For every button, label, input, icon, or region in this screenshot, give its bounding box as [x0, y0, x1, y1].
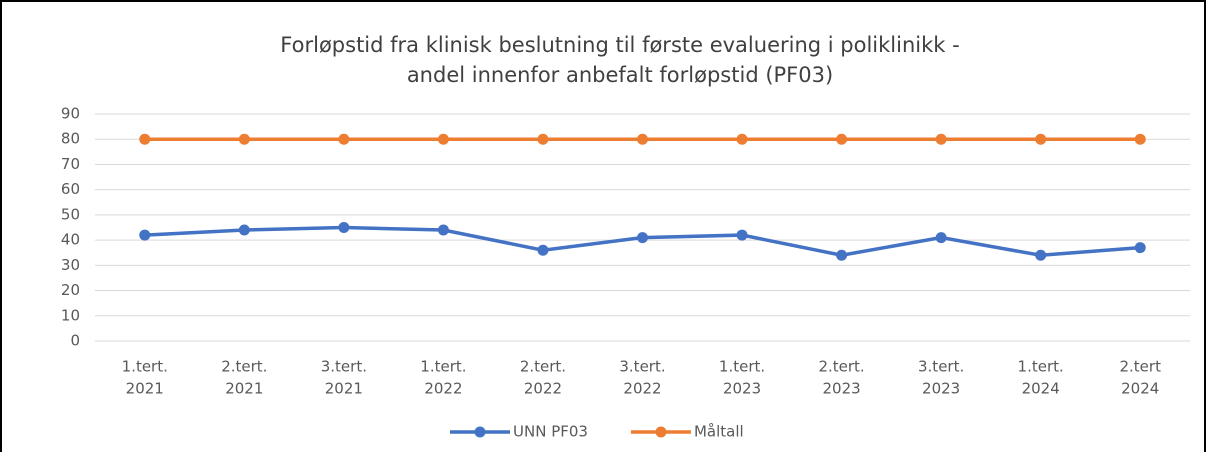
point	[139, 229, 151, 241]
x-tick-label: 2.tert.	[818, 358, 864, 376]
point	[338, 133, 350, 145]
point	[537, 244, 549, 256]
x-tick-label: 2022	[623, 380, 661, 398]
x-tick-label: 2024	[1121, 380, 1159, 398]
x-tick-label: 2021	[126, 380, 164, 398]
x-tick-label: 2.tert.	[221, 358, 267, 376]
x-tick-label: 2023	[723, 380, 761, 398]
legend-marker	[474, 426, 486, 438]
y-tick-label: 30	[61, 256, 80, 274]
point	[1134, 242, 1146, 254]
x-tick-label: 2.tert	[1119, 358, 1161, 376]
point	[736, 229, 748, 241]
x-tick-label: 3.tert.	[918, 358, 964, 376]
point	[238, 224, 250, 236]
point	[338, 222, 350, 233]
point	[1035, 133, 1047, 145]
point	[935, 133, 947, 145]
y-tick-label: 40	[61, 231, 80, 249]
x-tick-label: 2021	[225, 380, 263, 398]
y-tick-label: 70	[61, 155, 80, 173]
y-tick-label: 90	[61, 105, 80, 123]
y-tick-label: 0	[70, 332, 80, 350]
point	[1134, 133, 1146, 145]
chart-title: andel innenfor anbefalt forløpstid (PF03…	[407, 63, 833, 87]
chart-title: Forløpstid fra klinisk beslutning til fø…	[280, 33, 959, 57]
x-tick-label: 3.tert.	[619, 358, 665, 376]
x-tick-label: 2022	[524, 380, 562, 398]
y-tick-label: 80	[61, 130, 80, 148]
point	[437, 133, 449, 145]
y-tick-label: 20	[61, 281, 80, 299]
x-tick-label: 2022	[424, 380, 462, 398]
x-tick-label: 1.tert.	[1018, 358, 1064, 376]
point	[637, 232, 648, 244]
x-tick-label: 1.tert.	[719, 358, 765, 376]
y-tick-label: 10	[61, 306, 80, 324]
x-tick-label: 2023	[922, 380, 960, 398]
point	[238, 133, 250, 145]
legend-label: Måltall	[694, 423, 744, 441]
point	[836, 133, 848, 145]
y-tick-label: 60	[61, 180, 80, 198]
x-tick-label: 2.tert.	[520, 358, 566, 376]
y-tick-label: 50	[61, 205, 80, 223]
point	[935, 232, 947, 244]
point	[1035, 249, 1047, 261]
point	[736, 133, 748, 145]
x-tick-label: 1.tert.	[122, 358, 168, 376]
x-tick-label: 2024	[1022, 380, 1060, 398]
legend-label: UNN PF03	[513, 423, 588, 441]
legend-marker	[655, 426, 667, 438]
point	[437, 224, 449, 236]
point	[139, 133, 151, 145]
x-tick-label: 2023	[822, 380, 860, 398]
point	[637, 133, 648, 145]
x-tick-label: 2021	[325, 380, 363, 398]
x-tick-label: 1.tert.	[420, 358, 466, 376]
point	[537, 133, 549, 145]
point	[836, 249, 848, 261]
x-tick-label: 3.tert.	[321, 358, 367, 376]
